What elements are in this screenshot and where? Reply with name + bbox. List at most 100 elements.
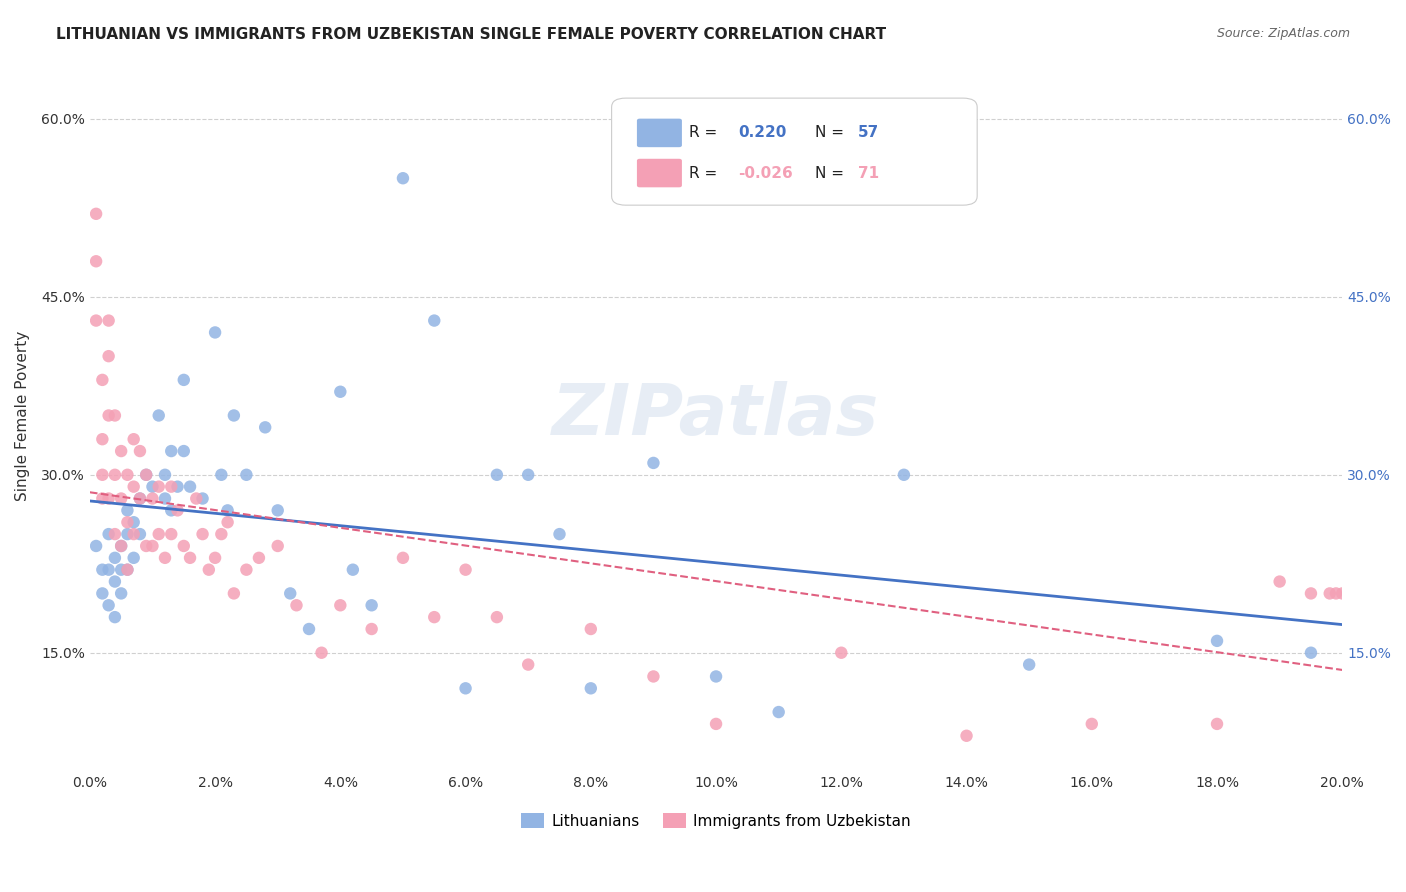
Immigrants from Uzbekistan <box>1331 586 1354 600</box>
Lithuanians <box>267 503 290 517</box>
Lithuanians <box>141 480 163 494</box>
Immigrants from Uzbekistan <box>204 550 226 565</box>
Immigrants from Uzbekistan <box>1324 586 1347 600</box>
Immigrants from Uzbekistan <box>329 599 352 613</box>
Text: LITHUANIAN VS IMMIGRANTS FROM UZBEKISTAN SINGLE FEMALE POVERTY CORRELATION CHART: LITHUANIAN VS IMMIGRANTS FROM UZBEKISTAN… <box>56 27 886 42</box>
Lithuanians <box>329 384 352 399</box>
Immigrants from Uzbekistan <box>97 313 120 327</box>
Lithuanians <box>97 527 120 541</box>
Immigrants from Uzbekistan <box>704 717 727 731</box>
Immigrants from Uzbekistan <box>955 729 977 743</box>
Lithuanians <box>104 574 127 589</box>
Lithuanians <box>423 313 446 327</box>
Immigrants from Uzbekistan <box>117 515 139 529</box>
Lithuanians <box>84 539 107 553</box>
Immigrants from Uzbekistan <box>517 657 540 672</box>
Immigrants from Uzbekistan <box>485 610 508 624</box>
Text: ZIPatlas: ZIPatlas <box>553 381 880 450</box>
Lithuanians <box>91 586 114 600</box>
Lithuanians <box>117 527 139 541</box>
Lithuanians <box>129 527 152 541</box>
Lithuanians <box>893 467 915 482</box>
Immigrants from Uzbekistan <box>153 550 176 565</box>
Immigrants from Uzbekistan <box>117 467 139 482</box>
Immigrants from Uzbekistan <box>454 563 477 577</box>
Text: R =: R = <box>689 166 723 180</box>
Immigrants from Uzbekistan <box>141 491 163 506</box>
Immigrants from Uzbekistan <box>135 467 157 482</box>
Immigrants from Uzbekistan <box>191 527 214 541</box>
Lithuanians <box>148 409 170 423</box>
Immigrants from Uzbekistan <box>104 527 127 541</box>
Lithuanians <box>173 373 195 387</box>
Lithuanians <box>104 550 127 565</box>
Immigrants from Uzbekistan <box>148 480 170 494</box>
Lithuanians <box>517 467 540 482</box>
Lithuanians <box>160 444 183 458</box>
Immigrants from Uzbekistan <box>117 563 139 577</box>
Immigrants from Uzbekistan <box>122 527 145 541</box>
Lithuanians <box>217 503 239 517</box>
Immigrants from Uzbekistan <box>104 409 127 423</box>
Lithuanians <box>153 467 176 482</box>
Immigrants from Uzbekistan <box>97 349 120 363</box>
Immigrants from Uzbekistan <box>91 491 114 506</box>
Lithuanians <box>1206 633 1229 648</box>
Immigrants from Uzbekistan <box>1319 586 1341 600</box>
Lithuanians <box>222 409 245 423</box>
Lithuanians <box>166 480 188 494</box>
Lithuanians <box>643 456 665 470</box>
Immigrants from Uzbekistan <box>579 622 602 636</box>
Immigrants from Uzbekistan <box>311 646 333 660</box>
Lithuanians <box>768 705 790 719</box>
Lithuanians <box>97 563 120 577</box>
Lithuanians <box>254 420 277 434</box>
Y-axis label: Single Female Poverty: Single Female Poverty <box>15 330 30 500</box>
Immigrants from Uzbekistan <box>129 491 152 506</box>
Lithuanians <box>191 491 214 506</box>
Text: R =: R = <box>689 126 723 140</box>
Immigrants from Uzbekistan <box>186 491 208 506</box>
Immigrants from Uzbekistan <box>122 432 145 446</box>
Immigrants from Uzbekistan <box>84 313 107 327</box>
Text: N =: N = <box>815 126 849 140</box>
Text: 57: 57 <box>858 126 879 140</box>
Immigrants from Uzbekistan <box>1206 717 1229 731</box>
Immigrants from Uzbekistan <box>173 539 195 553</box>
Lithuanians <box>160 503 183 517</box>
Lithuanians <box>110 539 132 553</box>
Lithuanians <box>485 467 508 482</box>
Text: N =: N = <box>815 166 849 180</box>
Lithuanians <box>298 622 321 636</box>
Immigrants from Uzbekistan <box>1337 586 1360 600</box>
Lithuanians <box>91 563 114 577</box>
Lithuanians <box>579 681 602 696</box>
Immigrants from Uzbekistan <box>209 527 232 541</box>
Immigrants from Uzbekistan <box>217 515 239 529</box>
Immigrants from Uzbekistan <box>160 480 183 494</box>
Text: 0.220: 0.220 <box>738 126 786 140</box>
Lithuanians <box>104 610 127 624</box>
Text: Source: ZipAtlas.com: Source: ZipAtlas.com <box>1216 27 1350 40</box>
Immigrants from Uzbekistan <box>166 503 188 517</box>
Immigrants from Uzbekistan <box>423 610 446 624</box>
Immigrants from Uzbekistan <box>360 622 382 636</box>
Immigrants from Uzbekistan <box>135 539 157 553</box>
Lithuanians <box>204 326 226 340</box>
Immigrants from Uzbekistan <box>160 527 183 541</box>
Lithuanians <box>179 480 201 494</box>
Lithuanians <box>209 467 232 482</box>
Immigrants from Uzbekistan <box>97 409 120 423</box>
Lithuanians <box>110 563 132 577</box>
Lithuanians <box>97 599 120 613</box>
Immigrants from Uzbekistan <box>222 586 245 600</box>
Lithuanians <box>122 515 145 529</box>
Immigrants from Uzbekistan <box>110 444 132 458</box>
Lithuanians <box>117 563 139 577</box>
Lithuanians <box>153 491 176 506</box>
Lithuanians <box>129 491 152 506</box>
Lithuanians <box>704 669 727 683</box>
Immigrants from Uzbekistan <box>91 373 114 387</box>
Immigrants from Uzbekistan <box>84 254 107 268</box>
Immigrants from Uzbekistan <box>179 550 201 565</box>
